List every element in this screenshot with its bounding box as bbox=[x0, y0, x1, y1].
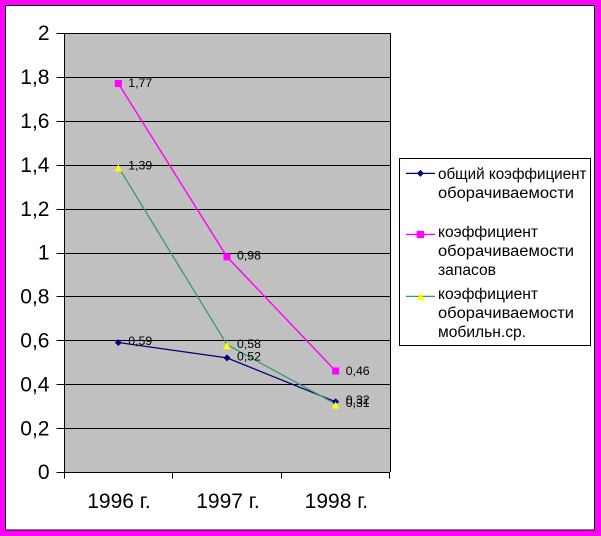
svg-text:коэффициент: коэффициент bbox=[438, 224, 538, 241]
svg-text:1997 г.: 1997 г. bbox=[196, 490, 259, 513]
svg-text:запасов: запасов bbox=[438, 262, 496, 279]
svg-text:0,32: 0,32 bbox=[346, 393, 370, 407]
svg-text:1,8: 1,8 bbox=[20, 66, 49, 89]
svg-text:1996 г.: 1996 г. bbox=[87, 490, 150, 513]
svg-text:коэффициент: коэффициент bbox=[438, 286, 538, 303]
svg-text:оборачиваемости: оборачиваемости bbox=[438, 185, 574, 202]
svg-text:0,31: 0,31 bbox=[346, 396, 370, 410]
svg-text:0: 0 bbox=[38, 461, 50, 484]
svg-text:0,98: 0,98 bbox=[237, 249, 261, 263]
svg-text:1,4: 1,4 bbox=[20, 154, 50, 177]
svg-text:оборачиваемости: оборачиваемости bbox=[438, 243, 574, 260]
svg-text:общий коэффициент: общий коэффициент bbox=[438, 166, 587, 183]
svg-text:1,6: 1,6 bbox=[20, 110, 49, 133]
svg-text:0,8: 0,8 bbox=[20, 286, 49, 309]
svg-text:0,52: 0,52 bbox=[237, 349, 261, 363]
svg-text:0,59: 0,59 bbox=[128, 334, 152, 348]
svg-text:2: 2 bbox=[38, 22, 50, 45]
svg-text:1,77: 1,77 bbox=[128, 76, 152, 90]
svg-text:1: 1 bbox=[38, 242, 50, 265]
svg-text:мобильн.ср.: мобильн.ср. bbox=[438, 324, 526, 341]
svg-text:оборачиваемости: оборачиваемости bbox=[438, 305, 574, 322]
svg-text:0,6: 0,6 bbox=[20, 330, 49, 353]
svg-text:0,58: 0,58 bbox=[237, 337, 261, 351]
svg-text:1998 г.: 1998 г. bbox=[305, 490, 368, 513]
svg-text:1,39: 1,39 bbox=[128, 158, 152, 172]
svg-text:1,2: 1,2 bbox=[20, 198, 49, 221]
svg-text:0,4: 0,4 bbox=[20, 373, 50, 396]
svg-text:0,46: 0,46 bbox=[346, 364, 370, 378]
svg-text:0,2: 0,2 bbox=[20, 417, 49, 440]
